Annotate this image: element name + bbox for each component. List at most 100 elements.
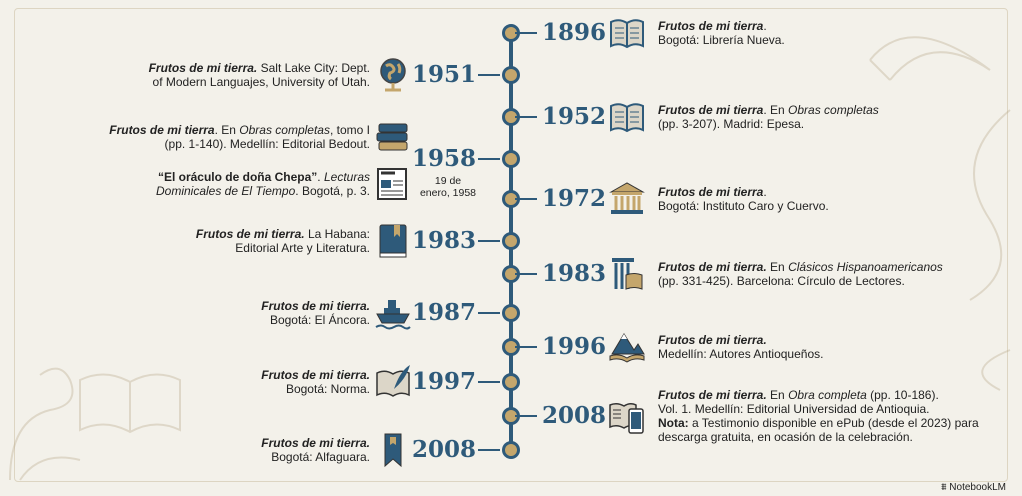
- entry-segment: Obra completa: [788, 388, 867, 402]
- entry-segment: Bogotá: Alfaguara.: [271, 450, 370, 464]
- timeline-connector: [515, 346, 537, 348]
- entry-segment: Medellín: Autores Antioqueños.: [658, 347, 824, 361]
- entry-segment: Lecturas: [323, 170, 370, 184]
- entry-segment: Bogotá: Instituto Caro y Cuervo.: [658, 199, 829, 213]
- entry-segment: Frutos de mi tierra.: [658, 260, 767, 274]
- entry-line: Frutos de mi tierra. En Obras completas,…: [70, 123, 370, 137]
- decorative-book-icon: [79, 373, 181, 434]
- entry-segment: (pp. 10-186).: [866, 388, 939, 402]
- publication-entry: Frutos de mi tierra. Medellín: Autores An…: [658, 333, 1018, 361]
- timeline-connector: [478, 312, 500, 314]
- timeline-node: [502, 232, 520, 250]
- year-label: 1972: [542, 185, 607, 212]
- entry-segment: .: [317, 170, 324, 184]
- year-label: 1996: [542, 333, 607, 360]
- entry-segment: Obras completas: [788, 103, 879, 117]
- entry-segment: Frutos de mi tierra.: [261, 368, 370, 382]
- timeline-connector: [478, 74, 500, 76]
- entry-segment: . En: [763, 103, 789, 117]
- entry-segment: Obras completas: [239, 123, 330, 137]
- year-label: 1952: [542, 103, 607, 130]
- entry-line: Frutos de mi tierra. Salt Lake City: Dep…: [70, 61, 370, 75]
- timeline-connector: [515, 198, 537, 200]
- entry-line: Frutos de mi tierra. En Obras completas: [658, 103, 1018, 117]
- publication-entry: Frutos de mi tierra. Bogotá: Instituto Ca…: [658, 185, 1018, 213]
- entry-segment: Salt Lake City: Dept.: [257, 61, 370, 75]
- entry-line: (pp. 1-140). Medellín: Editorial Bedout.: [70, 137, 370, 151]
- entry-segment: La Habana:: [304, 227, 370, 241]
- entry-segment: Frutos de mi tierra: [109, 123, 215, 137]
- entry-segment: Frutos de mi tierra.: [658, 388, 767, 402]
- entry-line: “El oráculo de doña Chepa”. Lecturas: [70, 170, 370, 184]
- entry-line: (pp. 3-207). Madrid: Epesa.: [658, 117, 1018, 131]
- entry-segment: Clásicos Hispanoamericanos: [788, 260, 943, 274]
- entry-line: Frutos de mi tierra.: [70, 299, 370, 313]
- timeline-connector: [478, 158, 500, 160]
- entry-segment: (pp. 1-140). Medellín: Editorial Bedout.: [164, 137, 370, 151]
- year-label: 1997: [411, 368, 476, 395]
- timeline-connector: [478, 381, 500, 383]
- entry-segment: Nota:: [658, 416, 689, 430]
- entry-segment: Frutos de mi tierra: [658, 185, 764, 199]
- publication-entry: Frutos de mi tierra. En Clásicos Hispano…: [658, 260, 1018, 288]
- entry-line: Frutos de mi tierra.: [658, 333, 1018, 347]
- entry-segment: . En: [214, 123, 240, 137]
- bookmark-icon: [374, 431, 412, 469]
- entry-segment: Frutos de mi tierra.: [195, 227, 305, 241]
- publication-entry: Frutos de mi tierra. La Habana: Editorial…: [70, 227, 370, 255]
- entry-line: Dominicales de El Tiempo. Bogotá, p. 3.: [70, 184, 370, 198]
- year-label: 1896: [542, 19, 607, 46]
- entry-segment: Dominicales de El Tiempo: [155, 184, 296, 198]
- open-book-icon: [608, 98, 646, 136]
- globe-icon: [374, 56, 412, 94]
- entry-segment: a Testimonio disponible en ePub (desde e…: [688, 416, 979, 430]
- publication-entry: Frutos de mi tierra. En Obras completas,…: [70, 123, 370, 151]
- decorative-book-icon: [869, 36, 991, 81]
- entry-segment: , tomo I: [329, 123, 370, 137]
- publication-entry: “El oráculo de doña Chepa”. Lecturas Domi…: [70, 170, 370, 198]
- timeline-node: [502, 441, 520, 459]
- entry-line: Editorial Arte y Literatura.: [70, 241, 370, 255]
- timeline-node: [502, 373, 520, 391]
- entry-segment: .: [763, 19, 767, 33]
- publication-entry: Frutos de mi tierra. Bogotá: Librería Nue…: [658, 19, 1018, 47]
- entry-line: Bogotá: Alfaguara.: [70, 450, 370, 464]
- entry-line: Nota: a Testimonio disponible en ePub (d…: [658, 416, 1018, 430]
- column-book-icon: [608, 255, 646, 293]
- entry-line: Bogotá: Norma.: [70, 382, 370, 396]
- entry-segment: Frutos de mi tierra.: [261, 299, 370, 313]
- entry-segment: of Modern Languajes, University of Utah.: [152, 75, 370, 89]
- entry-line: (pp. 331-425). Barcelona: Círculo de Lec…: [658, 274, 1018, 288]
- year-label: 1983: [542, 260, 607, 287]
- year-label: 1987: [411, 299, 476, 326]
- entry-segment: Frutos de mi tierra.: [658, 333, 767, 347]
- timeline-connector: [478, 240, 500, 242]
- timeline-node: [502, 66, 520, 84]
- decorative-flourish-icon: [9, 367, 81, 481]
- timeline-connector: [515, 32, 537, 34]
- publication-entry: Frutos de mi tierra. En Obras completas(…: [658, 103, 1018, 131]
- year-label: 1983: [411, 227, 476, 254]
- entry-line: Frutos de mi tierra. En Obra completa (p…: [658, 388, 1018, 402]
- timeline-connector: [515, 273, 537, 275]
- entry-line: Frutos de mi tierra.: [658, 19, 1018, 33]
- institution-building-icon: [608, 180, 646, 218]
- year-label: 1958: [411, 145, 476, 172]
- decorative-flourish-icon: [969, 109, 1011, 391]
- entry-line: Bogotá: El Áncora.: [70, 313, 370, 327]
- entry-segment: Bogotá: Norma.: [285, 382, 370, 396]
- open-book-icon: [608, 14, 646, 52]
- timeline-connector: [478, 449, 500, 451]
- entry-line: Frutos de mi tierra. La Habana:: [70, 227, 370, 241]
- timeline-node: [502, 150, 520, 168]
- timeline-connector: [515, 415, 537, 417]
- bookmarked-book-icon: [374, 222, 412, 260]
- date-note-line: 19 de: [434, 175, 462, 187]
- entry-segment: Bogotá: El Áncora.: [269, 313, 370, 327]
- ship-icon: [374, 294, 412, 332]
- entry-segment: Frutos de mi tierra.: [148, 61, 258, 75]
- entry-segment: En: [766, 388, 789, 402]
- entry-line: descarga gratuita, en ocasión de la cele…: [658, 430, 1018, 444]
- entry-segment: Frutos de mi tierra.: [261, 436, 370, 450]
- publication-entry: Frutos de mi tierra. Salt Lake City: Dep…: [70, 61, 370, 89]
